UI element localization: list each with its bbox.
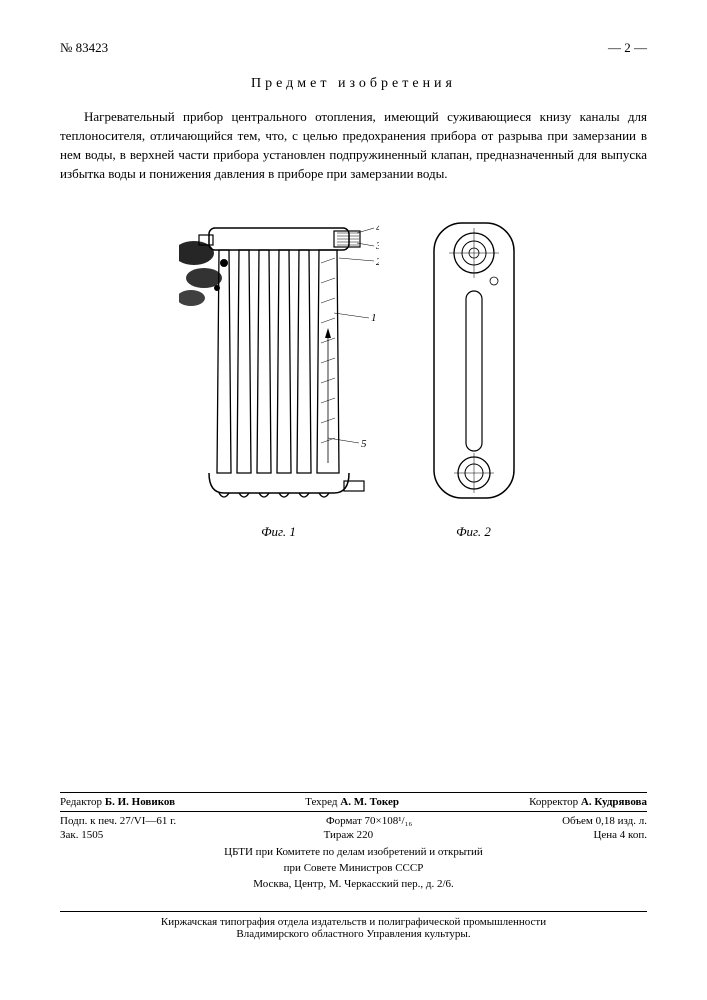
figure-1: 4 3 2 1 5 Фиг. 1	[179, 203, 379, 540]
figure-block: 4 3 2 1 5 Фиг. 1	[60, 203, 647, 540]
corrector-label: Корректор	[529, 796, 578, 808]
fig1-label: Фиг. 1	[179, 524, 379, 540]
print-shop-block: Киржачская типография отдела издательств…	[60, 911, 647, 940]
org-line-1: ЦБТИ при Комитете по делам изобретений и…	[60, 846, 647, 858]
print-shop-1: Киржачская типография отдела издательств…	[60, 916, 647, 928]
page-number: — 2 —	[608, 40, 647, 56]
volume: Объем 0,18 изд. л.	[562, 815, 647, 827]
tirage: Тираж 220	[324, 829, 374, 841]
svg-text:4: 4	[376, 222, 379, 234]
svg-text:5: 5	[361, 438, 367, 450]
imprint-block: Редактор Б. И. Новиков Техред А. М. Токе…	[60, 792, 647, 890]
editor-label: Редактор	[60, 796, 102, 808]
techred-name: А. М. Токер	[340, 796, 399, 808]
org-line-2: при Совете Министров СССР	[60, 862, 647, 874]
svg-text:3: 3	[375, 240, 379, 252]
corrector-name: А. Кудрявова	[581, 796, 647, 808]
address: Москва, Центр, М. Черкасский пер., д. 2/…	[60, 878, 647, 890]
print-date: Подп. к печ. 27/VI—61 г.	[60, 815, 176, 827]
fig2-label: Фиг. 2	[419, 524, 529, 540]
techred-label: Техред	[305, 796, 337, 808]
claim-text: Нагревательный прибор центрального отопл…	[60, 108, 647, 183]
editor-name: Б. И. Новиков	[105, 796, 175, 808]
format: Формат 70×108¹/₁₆	[326, 815, 412, 827]
figure-2: Фиг. 2	[419, 203, 529, 540]
section-title: Предмет изобретения	[60, 76, 647, 92]
svg-text:2: 2	[376, 256, 379, 268]
price: Цена 4 коп.	[593, 829, 647, 841]
order-number: Зак. 1505	[60, 829, 103, 841]
print-shop-2: Владимирского областного Управления куль…	[60, 928, 647, 940]
doc-number: № 83423	[60, 40, 108, 56]
svg-text:1: 1	[371, 312, 377, 324]
